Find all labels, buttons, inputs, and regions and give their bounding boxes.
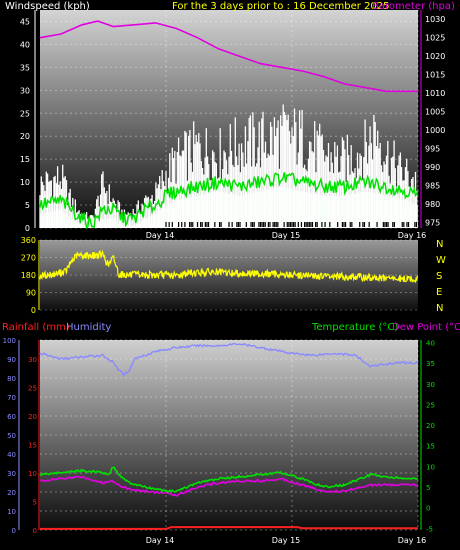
- barometer-tick-label: 1015: [425, 71, 445, 80]
- temperature-tick-label: 0: [426, 505, 430, 513]
- humidity-tick-label: 70: [7, 394, 16, 402]
- temperature-tick-label: 5: [426, 484, 430, 492]
- direction-tick-label: 360: [21, 236, 36, 245]
- temperature-axis-title: Temperature (°C): [311, 322, 398, 333]
- humidity-tick-label: 100: [3, 337, 16, 345]
- panel-humidity-background: [40, 340, 418, 530]
- temperature-tick-label: 15: [426, 443, 435, 451]
- rainfall-tick-label: 30: [28, 356, 37, 364]
- compass-label: S: [436, 271, 442, 282]
- rainfall-tick-label: 20: [28, 413, 37, 421]
- humidity-axis-title: Humidity: [66, 322, 111, 333]
- wind-day-label: Day 14: [146, 231, 175, 240]
- rainfall-line: [40, 526, 418, 530]
- temperature-tick-label: 10: [426, 463, 435, 471]
- barometer-tick-label: 990: [425, 163, 440, 172]
- temperature-tick-label: 20: [426, 422, 435, 430]
- temperature-tick-label: 40: [426, 339, 435, 347]
- compass-label: E: [436, 287, 442, 298]
- compass-label: N: [436, 239, 443, 250]
- windspeed-tick-label: 15: [20, 155, 30, 164]
- direction-tick-label: 90: [26, 289, 36, 298]
- wind-average-line: [39, 172, 419, 230]
- humidity-day-label: Day 16: [398, 536, 427, 545]
- barometer-tick-label: 1005: [425, 108, 445, 117]
- windspeed-tick-label: 40: [20, 40, 30, 49]
- series-marks: [39, 20, 419, 530]
- humidity-tick-label: 20: [7, 489, 16, 497]
- barometer-tick-label: 1020: [425, 52, 445, 61]
- barometer-tick-label: 985: [425, 182, 440, 191]
- direction-tick-label: 0: [31, 306, 36, 315]
- temperature-tick-label: 35: [426, 360, 435, 368]
- barometer-tick-label: 1010: [425, 89, 445, 98]
- humidity-line: [39, 342, 419, 376]
- barometer-tick-label: 995: [425, 145, 440, 154]
- compass-label: W: [436, 255, 446, 266]
- temperature-tick-label: 25: [426, 401, 435, 409]
- dewpoint-line: [39, 475, 419, 497]
- humidity-tick-label: 90: [7, 356, 16, 364]
- humidity-tick-label: 10: [7, 508, 16, 516]
- direction-tick-label: 180: [21, 271, 36, 280]
- windspeed-tick-label: 10: [20, 178, 30, 187]
- humidity-tick-label: 40: [7, 451, 16, 459]
- barometer-tick-label: 980: [425, 200, 440, 209]
- humidity-tick-label: 0: [12, 527, 16, 535]
- wind-day-label: Day 15: [272, 231, 301, 240]
- windspeed-tick-label: 35: [20, 63, 30, 72]
- humidity-tick-label: 60: [7, 413, 16, 421]
- temperature-tick-label: -5: [426, 525, 433, 533]
- rainfall-tick-label: 10: [28, 470, 37, 478]
- humidity-tick-label: 50: [7, 432, 16, 440]
- dewpoint-axis-title: Dew Point (°C): [392, 322, 460, 333]
- rainfall-axis-title: Rainfall (mm): [2, 322, 70, 333]
- barometer-axis-title: Barometer (hpa): [372, 1, 455, 12]
- rainfall-tick-label: 15: [28, 441, 37, 449]
- windspeed-tick-label: 0: [25, 224, 30, 233]
- barometer-tick-label: 1025: [425, 34, 445, 43]
- direction-tick-label: 270: [21, 254, 36, 263]
- compass-label: N: [436, 303, 443, 314]
- barometer-tick-label: 975: [425, 218, 440, 227]
- humidity-tick-label: 80: [7, 375, 16, 383]
- barometer-tick-label: 1030: [425, 15, 445, 24]
- humidity-day-label: Day 15: [272, 536, 301, 545]
- windspeed-tick-label: 5: [25, 201, 30, 210]
- windspeed-tick-label: 25: [20, 109, 30, 118]
- axes: [18, 10, 422, 530]
- barometer-tick-label: 1000: [425, 126, 445, 135]
- windspeed-axis-title: Windspeed (kph): [5, 1, 90, 12]
- humidity-tick-label: 30: [7, 470, 16, 478]
- barometer-line: [39, 20, 418, 93]
- rainfall-tick-label: 5: [33, 498, 37, 506]
- chart-period-title: For the 3 days prior to : 16 December 20…: [172, 1, 390, 12]
- rainfall-tick-label: 0: [33, 527, 37, 535]
- windspeed-tick-label: 30: [20, 86, 30, 95]
- temperature-tick-label: 30: [426, 381, 435, 389]
- wind-day-label: Day 16: [398, 231, 427, 240]
- windspeed-tick-label: 20: [20, 132, 30, 141]
- windspeed-tick-label: 45: [20, 17, 30, 26]
- temperature-line: [39, 466, 419, 494]
- rainfall-tick-label: 25: [28, 384, 37, 392]
- humidity-day-label: Day 14: [146, 536, 175, 545]
- wind-direction-line: [39, 249, 419, 284]
